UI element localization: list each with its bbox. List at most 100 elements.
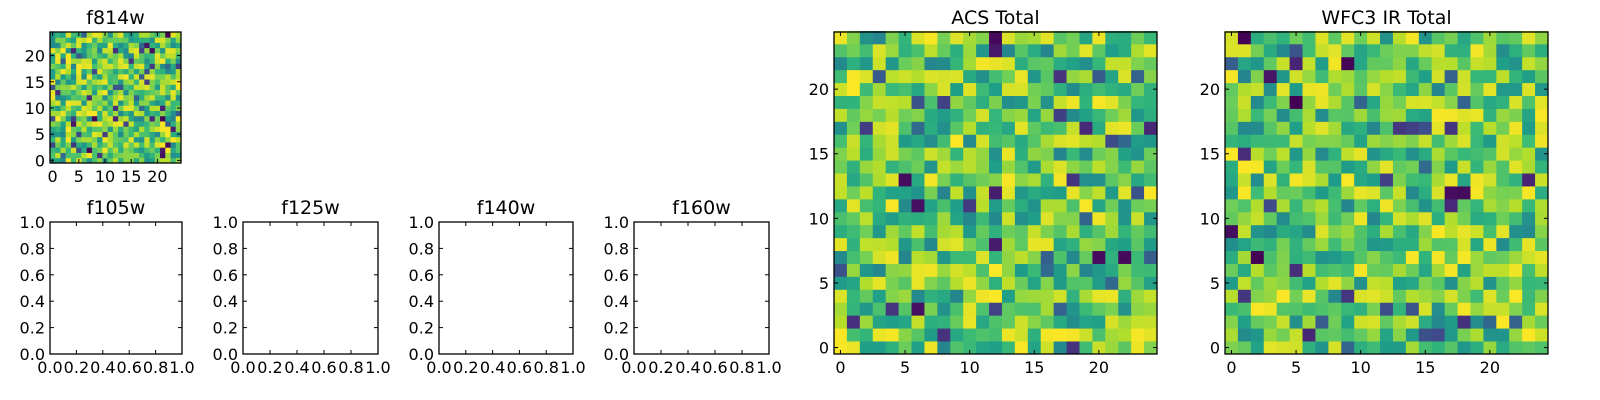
heatmap-cell <box>1367 198 1381 213</box>
heatmap-cell <box>924 276 938 290</box>
heatmap-cell <box>1289 211 1303 226</box>
heatmap-cell <box>1001 186 1016 200</box>
heatmap-cell <box>160 126 166 132</box>
heatmap-cell <box>1001 224 1016 239</box>
heatmap-cell <box>1444 31 1458 45</box>
heatmap-cell <box>91 68 98 75</box>
heatmap-cell <box>885 276 899 290</box>
heatmap-cell <box>97 73 103 80</box>
x-tick-label: 0.2 <box>648 358 673 377</box>
heatmap-cell <box>885 224 899 239</box>
heatmap-cell <box>1289 173 1303 187</box>
heatmap-cell <box>112 58 119 64</box>
heatmap-cell <box>123 142 129 148</box>
heatmap-cell <box>1053 134 1067 148</box>
heatmap-cell <box>1289 250 1303 264</box>
heatmap-cell <box>128 89 135 96</box>
heatmap-cell <box>154 105 161 111</box>
heatmap-cell <box>112 42 119 49</box>
heatmap-cell <box>911 211 925 226</box>
heatmap-cell <box>1066 108 1080 122</box>
heatmap-cell <box>1315 56 1329 71</box>
heatmap-cell <box>1509 250 1523 264</box>
heatmap-cell <box>937 328 951 342</box>
heatmap-cell <box>1302 43 1316 58</box>
heatmap-cell <box>1302 315 1316 329</box>
heatmap-cell <box>1079 82 1093 96</box>
heatmap-cell <box>950 31 964 45</box>
heatmap-cell <box>1496 147 1510 161</box>
heatmap-cell <box>1354 173 1368 187</box>
heatmap-cell <box>102 68 109 75</box>
heatmap-cell <box>1483 250 1497 264</box>
heatmap-cell <box>1289 95 1303 109</box>
heatmap-cell <box>1014 95 1029 109</box>
heatmap-cell <box>70 42 77 49</box>
heatmap-cell <box>118 89 124 96</box>
heatmap-cell <box>1522 56 1536 71</box>
heatmap-cell <box>1496 341 1510 355</box>
heatmap-cell <box>91 73 98 80</box>
heatmap-cell <box>1105 95 1119 109</box>
heatmap-cell <box>1354 121 1368 135</box>
heatmap-cell <box>1405 198 1420 213</box>
heatmap-cell <box>1457 134 1471 148</box>
heatmap-cell <box>1131 276 1145 290</box>
heatmap-cell <box>1302 263 1316 277</box>
heatmap-cell <box>1131 95 1145 109</box>
heatmap-cell <box>139 136 145 143</box>
panel-title: WFC3 IR Total <box>1321 7 1451 29</box>
heatmap-cell <box>937 211 951 226</box>
heatmap-cell <box>123 157 129 164</box>
heatmap-cell <box>1302 224 1316 239</box>
heatmap-cell <box>86 100 93 106</box>
heatmap-cell <box>1341 31 1355 45</box>
heatmap-cell <box>1457 341 1471 355</box>
heatmap-cell <box>107 147 114 153</box>
x-tick-label: 0.4 <box>284 358 309 377</box>
heatmap-cell <box>1079 237 1093 252</box>
heatmap-cell <box>118 152 124 159</box>
heatmap-cell <box>128 63 135 70</box>
heatmap-cell <box>91 94 98 101</box>
heatmap-cell <box>170 115 177 122</box>
heatmap-cell <box>1118 95 1132 109</box>
heatmap-cell <box>1405 108 1420 122</box>
heatmap-cell <box>1289 237 1303 252</box>
heatmap-cell <box>1263 328 1278 342</box>
heatmap-cell <box>1405 160 1420 174</box>
heatmap-cell <box>55 94 61 101</box>
heatmap-cell <box>123 100 129 106</box>
x-tick-label: 20 <box>1089 358 1109 377</box>
heatmap-cells <box>50 32 182 164</box>
y-tick-label: 1.0 <box>213 213 238 232</box>
heatmap-cell <box>963 289 977 303</box>
heatmap-cell <box>91 84 98 91</box>
heatmap-cell <box>1027 328 1042 342</box>
heatmap-cell <box>1001 276 1016 290</box>
heatmap-cell <box>1144 108 1158 122</box>
heatmap-cell <box>1509 69 1523 84</box>
heatmap-cell <box>898 121 912 135</box>
x-tick-label: 0.8 <box>533 358 558 377</box>
heatmap-cell <box>898 289 912 303</box>
heatmap-cell <box>1001 328 1016 342</box>
heatmap-cell <box>924 250 938 264</box>
heatmap-cell <box>1105 224 1119 239</box>
heatmap-cell <box>834 160 848 174</box>
heatmap-cell <box>1457 108 1471 122</box>
heatmap-cell <box>1496 95 1510 109</box>
heatmap-cell <box>50 115 56 122</box>
heatmap-cell <box>1405 328 1420 342</box>
heatmap-cell <box>1066 69 1080 84</box>
heatmap-cell <box>144 100 150 106</box>
heatmap-cell <box>1001 263 1016 277</box>
axes-frame <box>438 221 574 355</box>
heatmap-cell <box>1302 302 1316 316</box>
heatmap-cell <box>1092 43 1106 58</box>
heatmap-cell <box>149 42 156 49</box>
heatmap-cell <box>1237 211 1252 226</box>
heatmap-cell <box>1276 31 1290 45</box>
heatmap-cell <box>65 157 72 164</box>
heatmap-cell <box>846 341 861 355</box>
